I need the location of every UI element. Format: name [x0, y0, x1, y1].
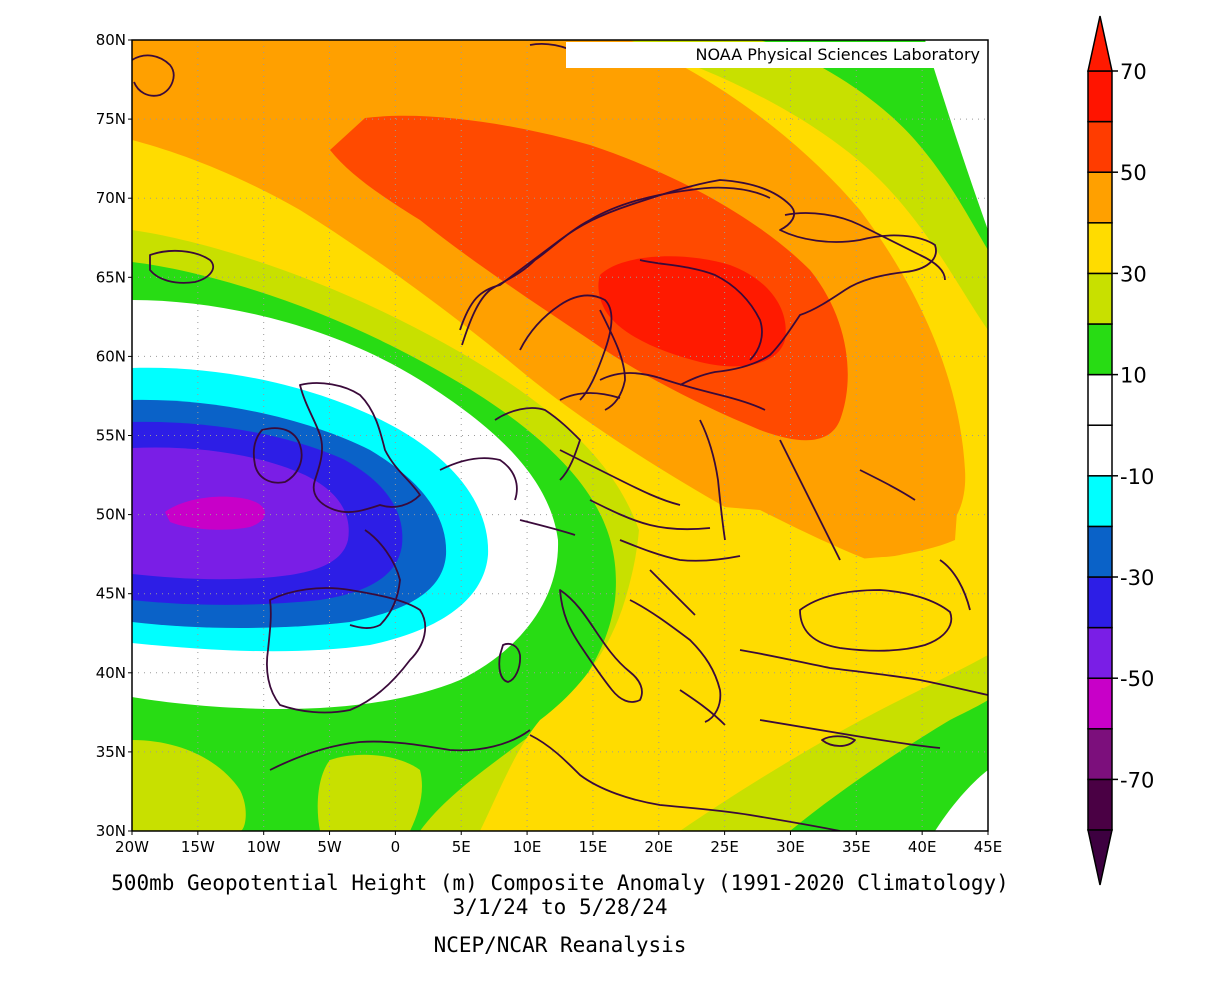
colorbar-segment: [1087, 70, 1113, 123]
lat-tick-label: 75N: [96, 110, 126, 128]
colorbar-segment: [1087, 171, 1113, 224]
colorbar-segment: [1087, 373, 1113, 426]
lon-tick-label: 5W: [317, 838, 342, 856]
credit-box: [566, 42, 983, 68]
lon-tick-label: 0: [391, 838, 401, 856]
lat-tick-label: 70N: [96, 189, 126, 207]
lon-tick-label: 20W: [115, 838, 149, 856]
figure-source: NCEP/NCAR Reanalysis: [434, 933, 687, 957]
colorbar-label: -30: [1120, 566, 1154, 590]
colorbar-segment: [1087, 728, 1113, 781]
colorbar-segment: [1087, 475, 1113, 528]
lon-tick-label: 15E: [579, 838, 608, 856]
anomaly-field-sw-lime2: [317, 754, 422, 831]
colorbar-segment: [1087, 525, 1113, 578]
anomaly-field-magenta-low: [165, 496, 265, 530]
lon-tick-label: 40E: [908, 838, 937, 856]
lon-tick-label: 35E: [842, 838, 871, 856]
colorbar-segment: [1087, 120, 1113, 173]
anomaly-field-se-green: [790, 700, 988, 831]
latitude-axis: 30N 35N 40N 45N 50N 55N 60N 65N 70N 75N 80N: [96, 31, 132, 840]
anomaly-field-south-yellow: [480, 500, 988, 831]
lon-tick-label: 15W: [181, 838, 215, 856]
colorbar-label: -10: [1120, 465, 1154, 489]
lon-tick-label: 45E: [974, 838, 1003, 856]
figure-title: 500mb Geopotential Height (m) Composite …: [111, 871, 1009, 895]
anomaly-field-ne-green: [760, 40, 988, 250]
colorbar-segment: [1087, 222, 1113, 275]
lat-tick-label: 80N: [96, 31, 126, 49]
colorbar-label: 50: [1120, 161, 1147, 185]
colorbar: 70 50 30 10 -10 -30 -50 -70: [1087, 15, 1154, 886]
lat-tick-label: 45N: [96, 585, 126, 603]
colorbar-label: 30: [1120, 262, 1147, 286]
colorbar-label: 70: [1120, 60, 1147, 84]
lon-tick-label: 10W: [247, 838, 281, 856]
figure-date-range: 3/1/24 to 5/28/24: [453, 895, 668, 919]
coastlines: [132, 42, 988, 831]
anomaly-field-orange-south: [820, 470, 960, 560]
lon-tick-label: 10E: [513, 838, 542, 856]
colorbar-label: -70: [1120, 768, 1154, 792]
colorbar-segment: [1087, 272, 1113, 325]
colorbar-arrow-low: [1087, 829, 1113, 886]
lat-tick-label: 40N: [96, 664, 126, 682]
colorbar-segment: [1087, 576, 1113, 629]
longitude-axis: 20W 15W 10W 5W 0 5E 10E 15E 20E 25E 30E 35E 40E 45E: [115, 831, 1002, 856]
anomaly-field-se-white: [935, 770, 988, 831]
anomaly-field-sw-lime: [132, 740, 246, 831]
anomaly-field-ne-white: [925, 40, 988, 230]
colorbar-segment: [1087, 323, 1113, 376]
anomaly-field-red: [598, 256, 786, 367]
lon-tick-label: 30E: [776, 838, 805, 856]
lat-tick-label: 65N: [96, 268, 126, 286]
colorbar-label: 10: [1120, 364, 1147, 388]
colorbar-segment: [1087, 677, 1113, 730]
map-plot-area: [132, 40, 988, 831]
lon-tick-label: 20E: [644, 838, 673, 856]
lat-tick-label: 50N: [96, 506, 126, 524]
colorbar-arrow-high: [1087, 15, 1113, 72]
lat-tick-label: 30N: [96, 822, 126, 840]
colorbar-segment: [1087, 626, 1113, 679]
colorbar-segment: [1087, 778, 1113, 831]
lat-tick-label: 35N: [96, 743, 126, 761]
lon-tick-label: 25E: [710, 838, 739, 856]
credit-text: NOAA Physical Sciences Laboratory: [696, 45, 980, 64]
lat-tick-label: 55N: [96, 427, 126, 445]
lat-tick-label: 60N: [96, 347, 126, 365]
colorbar-segment: [1087, 424, 1113, 477]
colorbar-label: -50: [1120, 667, 1154, 691]
lon-tick-label: 5E: [452, 838, 471, 856]
